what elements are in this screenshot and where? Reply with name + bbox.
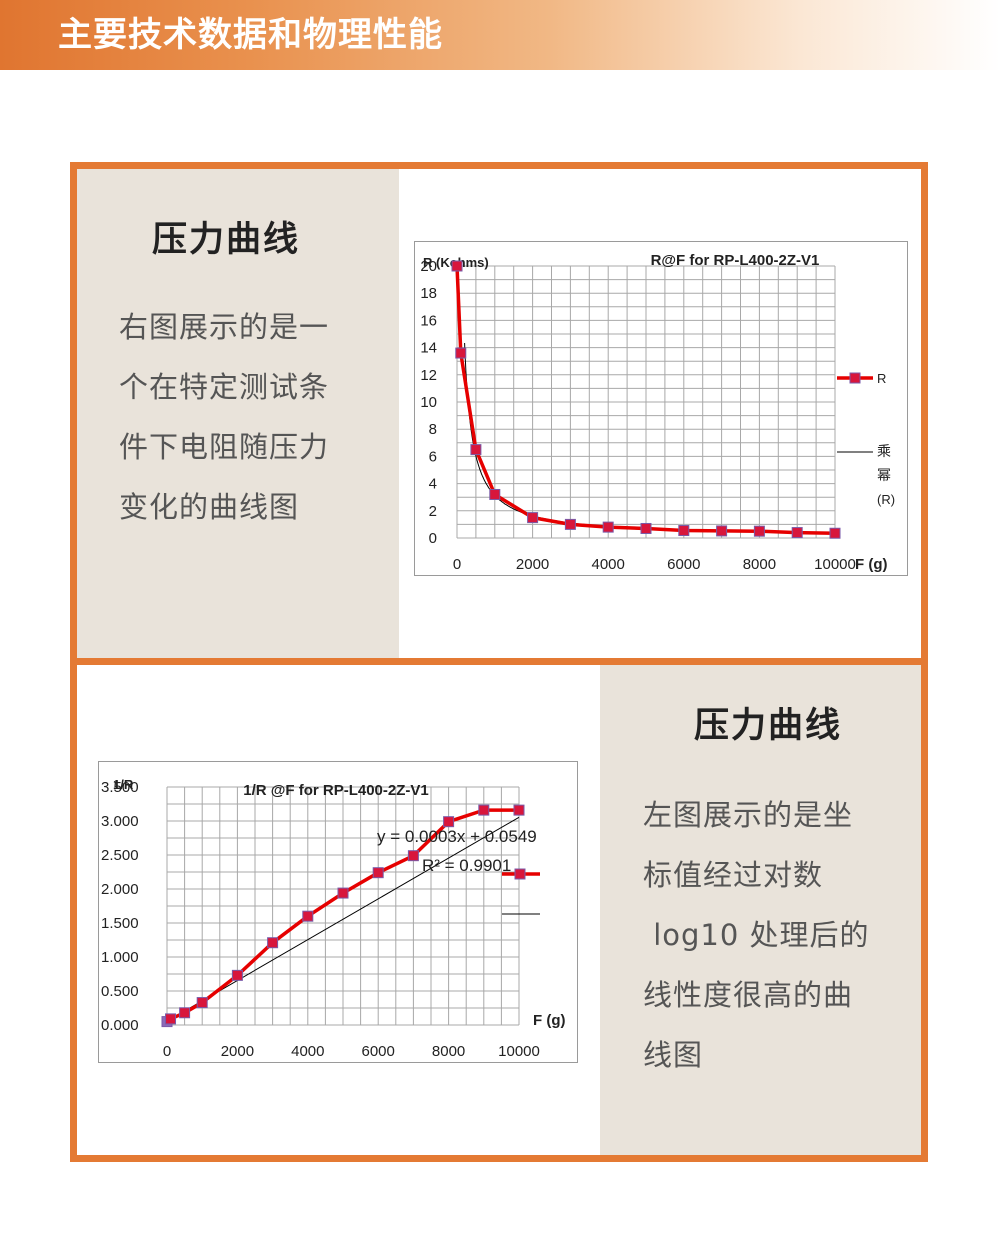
data-point — [753, 525, 765, 537]
data-point — [407, 850, 419, 862]
y-tick-label: 6 — [429, 448, 437, 465]
description-line: 个在特定测试条 — [119, 370, 330, 404]
data-point — [165, 1013, 177, 1025]
legend-label-power: (R) — [877, 492, 895, 507]
data-point — [455, 347, 467, 359]
x-tick-label: 10000 — [814, 556, 856, 573]
chart-title: 1/R @F for RP-L400-2Z-V1 — [243, 782, 429, 799]
legend-label-power: 幂 — [877, 467, 891, 483]
y-tick-label: 8 — [429, 421, 437, 438]
data-point — [231, 969, 243, 981]
x-tick-label: 0 — [163, 1043, 171, 1060]
section-description: 右图展示的是一 个在特定测试条 件下电阻随压力 变化的曲线图 — [119, 297, 329, 537]
y-tick-label: 1.500 — [101, 915, 139, 932]
description-line: 线图 — [643, 1038, 704, 1072]
data-point — [443, 816, 455, 828]
y-tick-label: 0.000 — [101, 1017, 139, 1034]
y-tick-label: 20 — [420, 258, 437, 275]
x-tick-label: 4000 — [592, 556, 625, 573]
section-divider — [70, 658, 928, 665]
y-tick-label: 18 — [420, 285, 437, 302]
data-point — [602, 521, 614, 533]
chart-box-resistance: 0 2 4 6 8 10 12 14 16 18 20 0 2000 4000 6000 8000 10000 R… — [414, 241, 908, 576]
y-tick-label: 10 — [420, 394, 437, 411]
data-point — [716, 525, 728, 537]
y-tick-label: 3.500 — [101, 779, 139, 796]
x-tick-label: 6000 — [667, 556, 700, 573]
trendline — [464, 342, 836, 534]
y-axis-label: 1/R — [113, 777, 134, 792]
y-tick-label: 2.000 — [101, 881, 139, 898]
x-axis-label: F (g) — [855, 556, 887, 573]
x-tick-label: 6000 — [362, 1043, 395, 1060]
data-point — [478, 804, 490, 816]
data-point — [489, 488, 501, 500]
chart-resistance-vs-force: 0 2 4 6 8 10 12 14 16 18 20 0 2000 4000 6000 8000 10000 R… — [420, 252, 895, 573]
data-point — [451, 260, 463, 272]
description-line: 件下电阻随压力 — [119, 430, 330, 464]
data-point — [829, 527, 841, 539]
y-tick-label: 1.000 — [101, 949, 139, 966]
data-point — [791, 527, 803, 539]
description-line: 右图展示的是一 — [119, 310, 330, 344]
legend-label-r: R — [877, 371, 886, 386]
legend-label-power: 乘 — [877, 443, 891, 459]
data-point — [267, 937, 279, 949]
data-point — [640, 522, 652, 534]
y-tick-label: 14 — [420, 340, 437, 357]
data-point — [302, 910, 314, 922]
y-tick-label: 0.500 — [101, 983, 139, 1000]
x-tick-label: 4000 — [291, 1043, 324, 1060]
description-line: 标值经过对数 — [643, 858, 824, 892]
data-point — [337, 887, 349, 899]
y-tick-label: 4 — [429, 476, 437, 493]
y-tick-label: 0 — [429, 530, 437, 547]
data-point — [527, 512, 539, 524]
y-tick-label: 12 — [420, 367, 437, 384]
x-tick-label: 0 — [453, 556, 461, 573]
y-tick-label: 3.000 — [101, 813, 139, 830]
y-tick-label: 2.500 — [101, 847, 139, 864]
x-axis-label: F (g) — [533, 1012, 565, 1029]
trendline-r-squared: R² = 0.9901 — [422, 856, 511, 875]
data-point — [678, 525, 690, 537]
data-point — [470, 444, 482, 456]
data-point — [564, 518, 576, 530]
section-title: 压力曲线 — [694, 706, 843, 746]
x-tick-label: 2000 — [516, 556, 549, 573]
chart-title: R@F for RP-L400-2Z-V1 — [651, 252, 820, 269]
x-tick-label: 2000 — [221, 1043, 254, 1060]
section-title: 压力曲线 — [152, 220, 301, 260]
trendline — [166, 816, 520, 1022]
x-tick-label: 8000 — [743, 556, 776, 573]
trendline-equation: y = 0.0003x + 0.0549 — [377, 827, 537, 846]
description-line: 变化的曲线图 — [119, 490, 300, 524]
top-text-panel: 压力曲线 右图展示的是一 个在特定测试条 件下电阻随压力 变化的曲线图 — [77, 169, 399, 658]
page-title: 主要技术数据和物理性能 — [58, 15, 443, 55]
header-banner: 主要技术数据和物理性能 — [0, 0, 1000, 70]
legend-marker-r — [849, 372, 861, 384]
description-line: log10 处理后的 — [643, 918, 870, 952]
data-point — [179, 1007, 191, 1019]
y-tick-label: 2 — [429, 503, 437, 520]
data-point — [513, 804, 525, 816]
section-description: 左图展示的是坐 标值经过对数 log10 处理后的 线性度很高的曲 线图 — [643, 785, 870, 1085]
x-tick-label: 10000 — [498, 1043, 540, 1060]
x-tick-label: 8000 — [432, 1043, 465, 1060]
chart-box-conductance: 0.000 0.500 1.000 1.500 2.000 2.500 3.000 3.500… — [98, 761, 578, 1063]
legend-marker-series — [514, 868, 526, 880]
bottom-text-panel: 压力曲线 左图展示的是坐 标值经过对数 log10 处理后的 线性度很高的曲 线… — [600, 665, 921, 1155]
data-point — [372, 867, 384, 879]
description-line: 线性度很高的曲 — [643, 978, 854, 1012]
description-line: 左图展示的是坐 — [643, 798, 854, 832]
data-point — [196, 997, 208, 1009]
y-tick-label: 16 — [420, 312, 437, 329]
chart-conductance-vs-force: 0.000 0.500 1.000 1.500 2.000 2.500 3.000 3.500… — [101, 777, 565, 1060]
